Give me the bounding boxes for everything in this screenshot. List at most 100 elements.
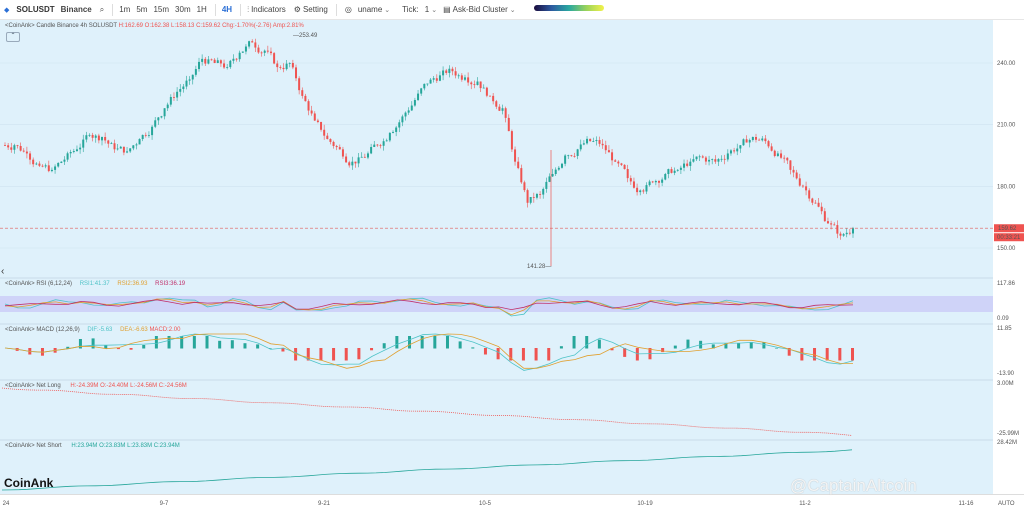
candle-body <box>401 116 404 123</box>
candle-body <box>617 161 620 164</box>
candle-body <box>532 197 535 198</box>
candle-low: L:158.13 <box>171 23 195 29</box>
chevron-left-icon[interactable]: ‹ <box>1 266 5 277</box>
exchange-label[interactable]: Binance <box>60 5 92 14</box>
candle-body <box>379 145 382 147</box>
macd-histogram-bar <box>724 343 728 349</box>
netshort-tick-label: 28.42M <box>997 440 1017 446</box>
eye-icon[interactable]: ◎ <box>344 5 352 14</box>
candle-body <box>557 167 560 170</box>
tick-selector[interactable]: 1 <box>424 5 430 14</box>
candle-body <box>66 153 69 160</box>
netlong-o: O:-24.40M <box>100 383 129 389</box>
candle-body <box>351 161 354 166</box>
candle-body <box>329 139 332 142</box>
chevron-down-icon[interactable]: ⌄ <box>431 6 438 14</box>
heatmap-gradient-legend[interactable] <box>534 5 604 11</box>
candle-body <box>357 157 360 164</box>
timeframe-15m[interactable]: 15m <box>153 5 170 14</box>
candle-body <box>151 126 154 136</box>
candle-body <box>219 60 222 64</box>
candle-body <box>135 144 138 146</box>
candle-body <box>307 101 310 111</box>
candle-body <box>301 90 304 96</box>
macd-tick-label: 11.85 <box>997 326 1012 332</box>
candle-body <box>32 159 35 165</box>
candle-body <box>654 181 657 183</box>
candle-body <box>413 100 416 106</box>
timeframe-4h[interactable]: 4H <box>221 5 233 14</box>
candle-body <box>260 52 263 54</box>
candle-body <box>833 224 836 226</box>
candle-body <box>404 112 407 117</box>
candle-body <box>479 81 482 89</box>
candle-body <box>388 132 391 141</box>
candle-body <box>282 67 285 70</box>
candle-body <box>22 150 25 152</box>
netlong-tick-label: -25.99M <box>997 431 1019 437</box>
candle-body <box>345 156 348 163</box>
countdown-label: 00:33:21 <box>997 235 1021 241</box>
candle-body <box>551 174 554 177</box>
user-selector[interactable]: uname <box>357 5 383 14</box>
candle-body <box>754 137 757 140</box>
candle-body <box>288 63 291 64</box>
indicators-icon[interactable]: ⫶ <box>247 4 250 14</box>
search-icon[interactable]: ⌕ <box>99 4 105 14</box>
timeframe-1h[interactable]: 1H <box>196 5 207 14</box>
collapse-legend-button[interactable]: ⌃ <box>6 32 20 42</box>
candle-body <box>172 96 175 98</box>
candle-body <box>232 58 235 61</box>
candle-body <box>332 141 335 146</box>
candle-body <box>576 149 579 156</box>
candle-body <box>154 120 157 127</box>
cluster-icon[interactable]: ▤ <box>443 5 451 14</box>
chart-area[interactable] <box>0 20 993 494</box>
candle-body <box>811 198 814 203</box>
cluster-selector[interactable]: Ask-Bid Cluster <box>452 5 508 14</box>
candle-body <box>776 153 779 156</box>
candle-body <box>789 160 792 170</box>
candle-body <box>514 149 517 162</box>
chevron-down-icon[interactable]: ⌄ <box>509 6 516 14</box>
setting-button[interactable]: Setting <box>302 5 328 14</box>
candle-body <box>29 153 32 160</box>
candle-body <box>50 169 53 172</box>
candle-body <box>395 127 398 132</box>
timeframe-1m[interactable]: 1m <box>119 5 131 14</box>
candle-body <box>323 129 326 136</box>
rsi1-value: RSI1:41.37 <box>79 281 110 287</box>
candle-body <box>836 225 839 234</box>
candle-body <box>823 211 826 222</box>
macd-histogram-bar <box>762 342 766 349</box>
candle-body <box>535 193 538 198</box>
price-tick-label: 180.00 <box>997 184 1016 190</box>
candle-body <box>223 63 226 68</box>
candle-body <box>69 152 72 154</box>
candle-body <box>320 121 323 130</box>
symbol-selector[interactable]: SOLUSDT <box>16 5 55 14</box>
candle-body <box>410 105 413 111</box>
timeframe-5m[interactable]: 5m <box>136 5 148 14</box>
price-axis[interactable] <box>993 20 1024 494</box>
candle-body <box>107 140 110 144</box>
candle-body <box>780 153 783 158</box>
timeframe-30m[interactable]: 30m <box>175 5 191 14</box>
candle-body <box>7 145 10 148</box>
candle-body <box>269 51 272 54</box>
chevron-down-icon[interactable]: ⌄ <box>384 6 391 14</box>
macd-histogram-bar <box>623 348 627 357</box>
brand-logo: CoinAnk <box>4 476 54 490</box>
time-axis[interactable] <box>0 494 1024 512</box>
candle-body <box>19 145 22 151</box>
candle-body <box>761 138 764 141</box>
macd-histogram-bar <box>635 348 639 361</box>
macd-histogram-bar <box>104 345 108 349</box>
candle-body <box>113 143 116 150</box>
candle-body <box>194 69 197 75</box>
tick-label: Tick: <box>402 5 419 14</box>
indicators-button[interactable]: Indicators <box>251 5 286 14</box>
candle-body <box>382 141 385 146</box>
gear-icon[interactable]: ⚙ <box>293 5 301 14</box>
